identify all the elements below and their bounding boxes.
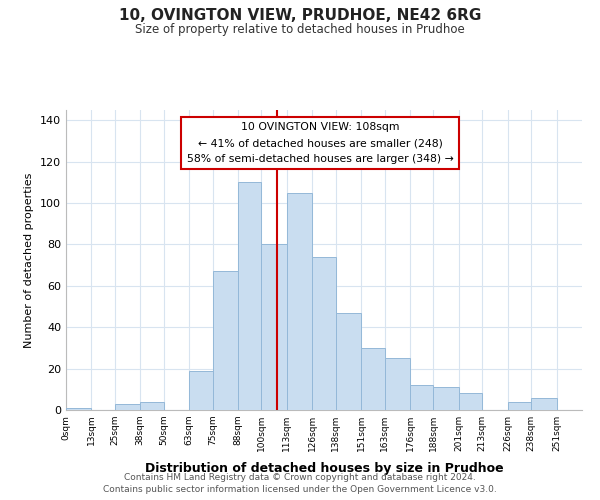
Bar (66, 408, 91, 410)
Bar (189, 370, 212, 410)
Bar (262, 244, 287, 410)
Bar (433, 387, 459, 410)
Bar (140, 402, 164, 410)
Bar (312, 257, 336, 410)
Bar (361, 348, 385, 410)
Text: Contains public sector information licensed under the Open Government Licence v3: Contains public sector information licen… (103, 485, 497, 494)
Bar (336, 313, 361, 410)
X-axis label: Distribution of detached houses by size in Prudhoe: Distribution of detached houses by size … (145, 462, 503, 475)
Text: Contains HM Land Registry data © Crown copyright and database right 2024.: Contains HM Land Registry data © Crown c… (124, 472, 476, 482)
Bar (508, 402, 531, 410)
Bar (287, 193, 312, 410)
Bar (238, 182, 262, 410)
Y-axis label: Number of detached properties: Number of detached properties (25, 172, 34, 348)
Text: 10, OVINGTON VIEW, PRUDHOE, NE42 6RG: 10, OVINGTON VIEW, PRUDHOE, NE42 6RG (119, 8, 481, 22)
Bar (212, 272, 238, 410)
Text: 10 OVINGTON VIEW: 108sqm
← 41% of detached houses are smaller (248)
58% of semi-: 10 OVINGTON VIEW: 108sqm ← 41% of detach… (187, 122, 454, 164)
Bar (385, 358, 410, 410)
Bar (115, 404, 140, 410)
Text: Size of property relative to detached houses in Prudhoe: Size of property relative to detached ho… (135, 22, 465, 36)
Bar (531, 398, 557, 410)
Bar (410, 385, 433, 410)
Bar (459, 394, 482, 410)
